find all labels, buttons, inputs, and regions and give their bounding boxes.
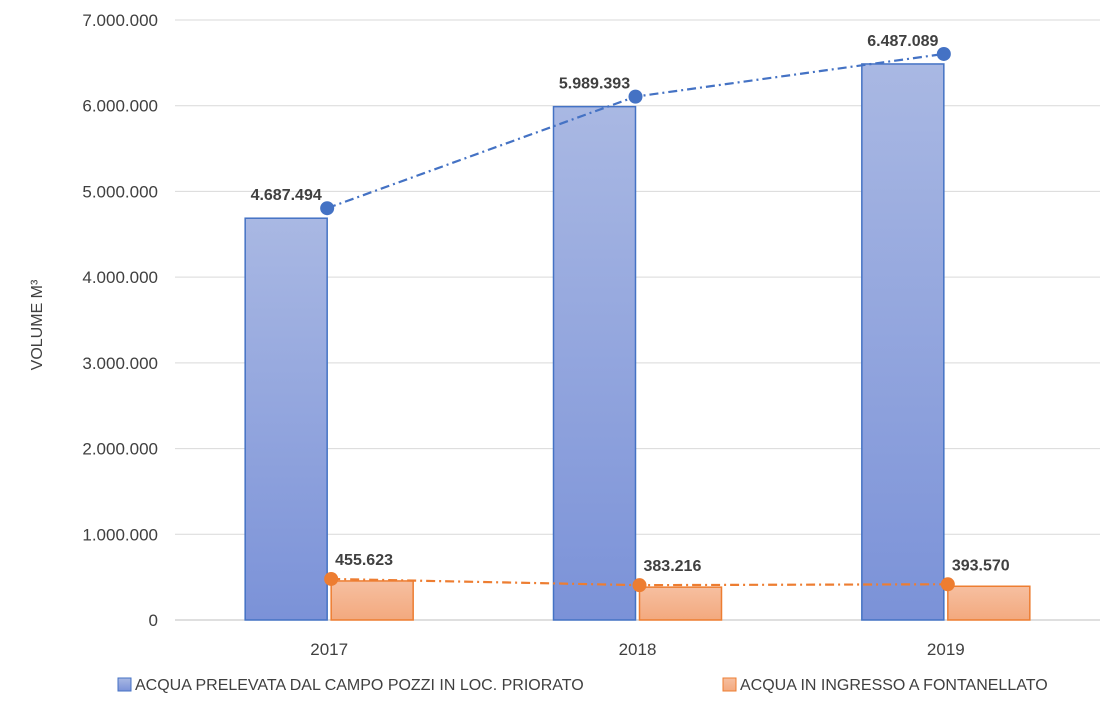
data-label: 5.989.393	[559, 76, 630, 93]
x-tick-label: 2017	[310, 640, 348, 659]
x-tick-label: 2018	[619, 640, 657, 659]
legend-swatch	[722, 677, 737, 692]
gridlines	[175, 19, 1100, 621]
y-axis-title: VOLUME M³	[29, 279, 46, 370]
trend-marker	[936, 46, 951, 61]
trendlines	[320, 46, 955, 593]
bar-priorato-2018	[552, 105, 637, 621]
y-tick-label: 5.000.000	[82, 182, 158, 201]
legend-label: ACQUA PRELEVATA DAL CAMPO POZZI IN LOC. …	[135, 677, 584, 694]
y-tick-label: 0	[149, 611, 158, 630]
x-axis: 2017 2018 2019	[310, 640, 964, 659]
data-label: 455.623	[335, 552, 393, 569]
trend-marker	[320, 201, 335, 216]
y-tick-label: 6.000.000	[82, 97, 158, 116]
y-tick-label: 3.000.000	[82, 354, 158, 373]
trend-marker	[940, 577, 955, 592]
bar-priorato-2019	[861, 63, 945, 621]
trend-marker	[324, 571, 339, 586]
bar-priorato-2017	[244, 217, 328, 621]
legend: ACQUA PRELEVATA DAL CAMPO POZZI IN LOC. …	[117, 677, 1048, 694]
bar-fontanellato-2019	[947, 585, 1031, 621]
y-tick-label: 2.000.000	[82, 440, 158, 459]
data-label: 393.570	[952, 557, 1010, 574]
x-tick-label: 2019	[927, 640, 965, 659]
y-tick-label: 1.000.000	[82, 525, 158, 544]
legend-swatch	[117, 677, 132, 692]
data-labels: 4.687.494 5.989.393 6.487.089 455.623 383.21…	[251, 33, 1010, 575]
y-axis: 0 1.000.000 2.000.000 3.000.000 4.000.000 5.0…	[82, 11, 158, 630]
bar-fontanellato-2017	[330, 580, 414, 621]
legend-label: ACQUA IN INGRESSO A FONTANELLATO	[740, 677, 1048, 694]
bar-fontanellato-2018	[638, 586, 723, 621]
trend-marker	[632, 578, 647, 593]
data-label: 383.216	[644, 558, 702, 575]
y-tick-label: 4.000.000	[82, 268, 158, 287]
trend-marker	[628, 89, 643, 104]
y-tick-label: 7.000.000	[82, 11, 158, 30]
data-label: 4.687.494	[251, 187, 322, 204]
data-label: 6.487.089	[867, 33, 938, 50]
bars	[244, 63, 1031, 621]
